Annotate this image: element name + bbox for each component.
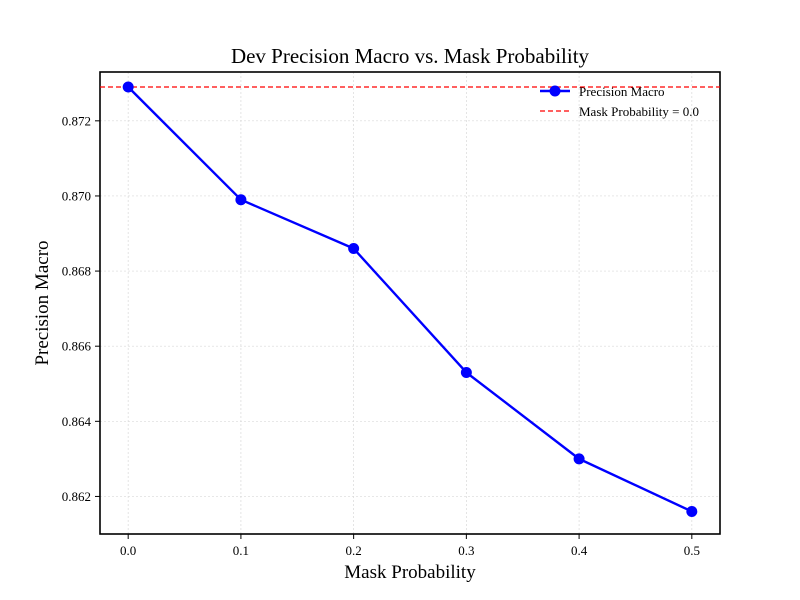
y-axis-label: Precision Macro [32,240,53,365]
x-tick-label: 0.4 [571,543,588,558]
data-point [122,81,134,93]
y-axis: 0.862 0.864 0.866 0.868 0.870 0.872 [62,113,100,504]
x-axis: 0.0 0.1 0.2 0.3 0.4 0.5 [120,534,700,558]
x-axis-label: Mask Probability [344,562,476,583]
data-point [573,453,585,465]
data-point [686,505,698,517]
x-tick-label: 0.2 [346,543,362,558]
y-tick-label: 0.862 [62,489,91,504]
y-tick-label: 0.866 [62,339,92,354]
chart-title: Dev Precision Macro vs. Mask Probability [231,44,590,68]
legend-marker [549,85,561,97]
x-tick-label: 0.5 [684,543,700,558]
data-point [348,243,360,255]
y-tick-label: 0.864 [62,414,92,429]
legend: Precision Macro Mask Probability = 0.0 [540,84,699,119]
y-tick-label: 0.872 [62,113,91,128]
x-tick-label: 0.0 [120,543,136,558]
grid [100,72,720,534]
series-line-precision-macro [127,86,693,513]
legend-label-reference-line: Mask Probability = 0.0 [579,104,699,119]
y-tick-label: 0.870 [62,188,91,203]
data-point [235,194,247,206]
y-tick-label: 0.868 [62,264,91,279]
x-tick-label: 0.1 [233,543,249,558]
x-tick-label: 0.3 [458,543,474,558]
data-point [460,366,472,378]
legend-label-precision-macro: Precision Macro [579,84,665,99]
plot-area [99,71,721,535]
series-points [122,81,698,517]
